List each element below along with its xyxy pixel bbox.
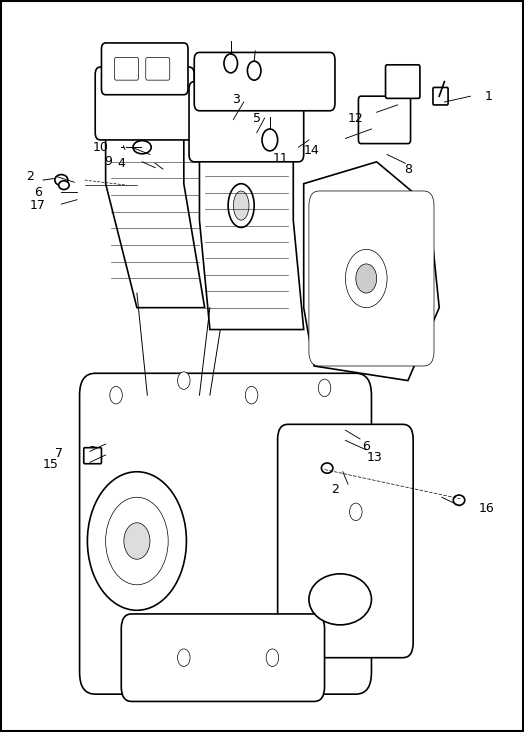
FancyBboxPatch shape xyxy=(309,191,434,366)
Text: 6: 6 xyxy=(362,440,370,452)
Text: 12: 12 xyxy=(348,111,364,124)
Circle shape xyxy=(262,129,278,151)
Polygon shape xyxy=(106,111,205,307)
Ellipse shape xyxy=(233,191,249,220)
FancyBboxPatch shape xyxy=(146,58,170,80)
FancyBboxPatch shape xyxy=(121,614,324,701)
Ellipse shape xyxy=(309,574,372,625)
Text: 17: 17 xyxy=(30,199,46,212)
Text: 11: 11 xyxy=(272,152,288,165)
Ellipse shape xyxy=(88,447,97,456)
Circle shape xyxy=(178,372,190,389)
Text: 4: 4 xyxy=(117,157,125,170)
FancyBboxPatch shape xyxy=(84,448,102,463)
FancyBboxPatch shape xyxy=(278,425,413,657)
FancyBboxPatch shape xyxy=(95,67,194,140)
Text: 8: 8 xyxy=(404,163,412,176)
FancyBboxPatch shape xyxy=(433,87,448,105)
Circle shape xyxy=(247,61,261,80)
Circle shape xyxy=(110,386,122,404)
Polygon shape xyxy=(200,132,304,329)
FancyBboxPatch shape xyxy=(358,96,410,143)
FancyBboxPatch shape xyxy=(80,373,372,694)
Circle shape xyxy=(124,523,150,559)
Text: 5: 5 xyxy=(253,111,261,124)
Text: 2: 2 xyxy=(331,483,339,496)
Text: 1: 1 xyxy=(485,90,493,102)
FancyBboxPatch shape xyxy=(115,58,138,80)
Text: 10: 10 xyxy=(92,141,108,154)
Text: 13: 13 xyxy=(366,451,382,463)
Text: 16: 16 xyxy=(478,501,494,515)
Circle shape xyxy=(318,379,331,397)
FancyBboxPatch shape xyxy=(189,81,304,162)
Circle shape xyxy=(178,649,190,666)
Circle shape xyxy=(350,503,362,520)
Text: 3: 3 xyxy=(232,94,240,106)
FancyBboxPatch shape xyxy=(102,43,188,94)
Ellipse shape xyxy=(228,184,254,228)
Ellipse shape xyxy=(321,463,333,473)
Text: 6: 6 xyxy=(34,186,42,199)
FancyBboxPatch shape xyxy=(386,65,420,98)
Ellipse shape xyxy=(59,181,69,190)
Text: 7: 7 xyxy=(54,447,63,460)
Circle shape xyxy=(266,649,279,666)
Text: 14: 14 xyxy=(303,144,320,157)
Ellipse shape xyxy=(55,174,68,185)
Text: 2: 2 xyxy=(26,170,34,183)
Ellipse shape xyxy=(133,141,151,154)
Circle shape xyxy=(345,250,387,307)
Circle shape xyxy=(245,386,258,404)
Text: 15: 15 xyxy=(43,458,59,471)
Ellipse shape xyxy=(453,495,465,505)
Text: 9: 9 xyxy=(104,155,112,168)
FancyBboxPatch shape xyxy=(194,53,335,111)
Circle shape xyxy=(88,471,187,610)
Circle shape xyxy=(106,497,168,585)
Polygon shape xyxy=(304,162,439,381)
Circle shape xyxy=(356,264,377,293)
Circle shape xyxy=(224,54,237,73)
